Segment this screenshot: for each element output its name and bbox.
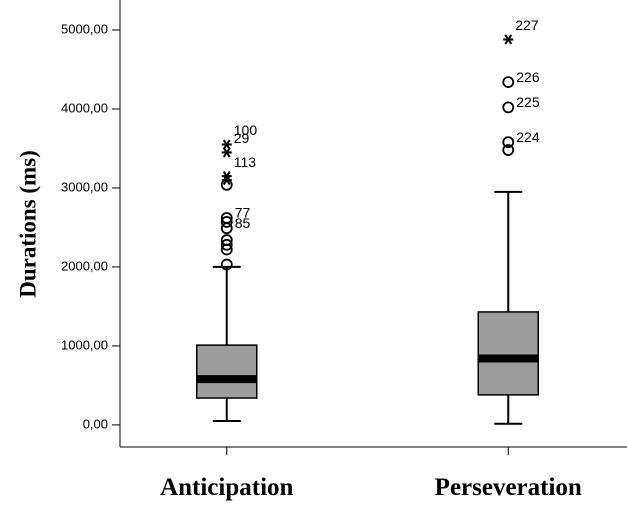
outlier-label: 85 — [235, 215, 251, 231]
y-tick-label: 2000,00 — [61, 258, 108, 273]
box — [196, 344, 258, 399]
outlier — [220, 216, 233, 228]
outlier — [220, 212, 233, 224]
outlier-label: 29 — [234, 130, 250, 146]
x-tick-label: Anticipation — [160, 474, 293, 501]
outlier-label: 227 — [515, 17, 539, 33]
outlier — [502, 144, 515, 156]
outlier-label: 100 — [234, 122, 258, 138]
y-tick-label: 1000,00 — [61, 337, 108, 352]
outlier — [502, 76, 515, 89]
y-axis-label: Durations (ms) — [15, 150, 40, 298]
x-tick-label: Perseveration — [435, 474, 582, 501]
outlier-label: 225 — [516, 94, 540, 110]
y-tick-label: 3000,00 — [61, 179, 108, 194]
outlier — [502, 101, 515, 114]
extreme — [221, 139, 232, 150]
y-tick-label: 4000,00 — [61, 100, 108, 115]
box — [477, 311, 539, 396]
outlier — [502, 136, 515, 149]
outlier-label: 224 — [516, 129, 540, 145]
outlier-label: 77 — [235, 205, 251, 221]
outlier-label: 113 — [234, 154, 257, 170]
y-tick-label: 0,00 — [83, 416, 108, 431]
outlier — [220, 238, 233, 251]
outlier — [220, 234, 233, 246]
outlier — [220, 258, 233, 271]
extreme — [221, 171, 232, 182]
outlier-label: 226 — [516, 69, 540, 85]
extreme — [221, 147, 232, 158]
extreme — [503, 34, 514, 45]
y-tick-label: 5000,00 — [61, 21, 108, 36]
